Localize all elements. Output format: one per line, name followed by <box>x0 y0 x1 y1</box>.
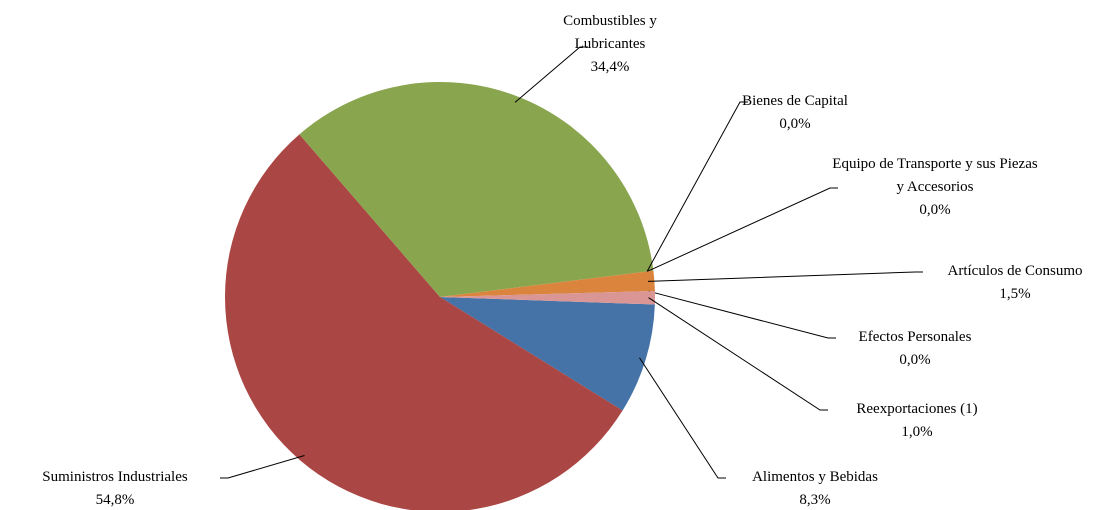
slice-name: Equipo de Transporte y sus Piezas y Acce… <box>832 156 1038 195</box>
leader-line <box>639 357 726 479</box>
slice-name: Bienes de Capital <box>742 93 848 109</box>
slice-value: 1,0% <box>901 424 933 440</box>
slice-name: Reexportaciones (1) <box>856 401 978 417</box>
pie-slice <box>440 270 655 297</box>
slice-name: Efectos Personales <box>858 329 972 345</box>
slice-label: Alimentos y Bebidas 8,3% <box>705 466 925 510</box>
slice-value: 0,0% <box>899 352 931 368</box>
slice-value: 34,4% <box>590 59 630 75</box>
pie-slice <box>440 297 655 411</box>
slice-name: Artículos de Consumo <box>947 263 1083 279</box>
leader-line <box>648 290 836 339</box>
slice-label: Bienes de Capital 0,0% <box>695 90 895 136</box>
slice-value: 1,5% <box>999 286 1031 302</box>
slice-value: 0,0% <box>919 202 951 218</box>
slice-name: Combustibles y Lubricantes <box>563 13 657 52</box>
slice-label: Combustibles y Lubricantes 34,4% <box>550 10 670 79</box>
leader-line <box>646 101 748 272</box>
pie-slice <box>225 134 623 510</box>
pie-slice <box>440 290 655 305</box>
slice-name: Alimentos y Bebidas <box>752 469 878 485</box>
slice-value: 54,8% <box>95 492 135 508</box>
slice-label: Equipo de Transporte y sus Piezas y Acce… <box>830 153 1040 222</box>
slice-label: Artículos de Consumo 1,5% <box>905 260 1119 306</box>
slice-name: Suministros Industriales <box>42 469 188 485</box>
leader-line <box>220 455 305 479</box>
pie-slice <box>299 81 654 297</box>
slice-label: Reexportaciones (1) 1,0% <box>817 398 1017 444</box>
leader-line <box>648 297 828 411</box>
slice-value: 8,3% <box>799 492 831 508</box>
leader-line <box>646 187 838 273</box>
leader-line <box>647 271 923 282</box>
slice-label: Efectos Personales 0,0% <box>815 326 1015 372</box>
slice-label: Suministros Industriales 54,8% <box>5 466 225 510</box>
slice-value: 0,0% <box>779 116 811 132</box>
leader-line <box>514 46 588 103</box>
